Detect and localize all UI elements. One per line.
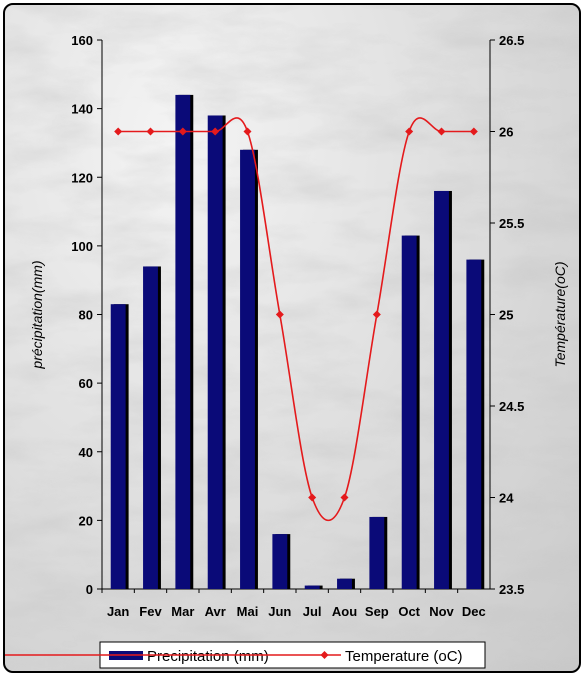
y-tick-label: 0 — [86, 582, 93, 597]
y2-tick-label: 26.5 — [499, 33, 524, 48]
temperature-point — [372, 310, 381, 319]
x-tick-label: Fev — [139, 604, 162, 619]
y-tick-label: 160 — [71, 33, 93, 48]
y2-tick-label: 24.5 — [499, 399, 524, 414]
x-tick-label: Nov — [429, 604, 454, 619]
y-tick-label: 40 — [79, 445, 93, 460]
temperature-point — [340, 493, 349, 502]
x-tick-label: Jan — [107, 604, 129, 619]
bar — [434, 190, 449, 589]
bar — [369, 516, 385, 589]
temperature-point — [308, 493, 317, 502]
y-tick-label: 20 — [79, 513, 93, 528]
legend-box — [99, 641, 486, 669]
y2-tick-label: 24 — [499, 491, 514, 506]
chart: 0 20 40 60 80 100 120 140 160 23.5 24 24.5 25 25.5 26 2… — [5, 5, 579, 671]
bar — [401, 235, 417, 590]
x-tick-label: Oct — [398, 604, 420, 619]
temperature-line — [118, 117, 474, 521]
bar — [337, 578, 352, 589]
y-tick-label: 140 — [71, 102, 93, 117]
x-tick-label: Dec — [462, 604, 486, 619]
bar — [272, 534, 288, 589]
y-tick-label: 60 — [79, 376, 93, 391]
y2-tick-label: 26 — [499, 125, 513, 140]
x-tick-label: Sep — [365, 604, 389, 619]
chart-frame: 0 20 40 60 80 100 120 140 160 23.5 24 24.5 25 25.5 26 2… — [3, 3, 581, 673]
y-tick-label: 120 — [71, 170, 93, 185]
temperature-point — [437, 127, 446, 136]
bar — [110, 304, 126, 589]
temperature-point — [469, 127, 478, 136]
temperature-point — [146, 127, 155, 136]
legend-temp-marker — [320, 651, 329, 659]
bar — [143, 266, 158, 589]
x-tick-label: Aou — [332, 604, 357, 619]
bar — [175, 94, 191, 590]
temperature-point — [211, 127, 220, 136]
x-tick-label: Jul — [303, 604, 322, 619]
bar — [207, 115, 223, 590]
y2-tick-label: 23.5 — [499, 582, 524, 597]
plot-area: 0 20 40 60 80 100 120 140 160 23.5 24 24.5 25 25.5 26 2… — [29, 33, 568, 619]
x-tick-label: Avr — [205, 604, 226, 619]
y-tick-label: 100 — [71, 239, 93, 254]
y2-tick-label: 25 — [499, 308, 513, 323]
legend-precip-label: Precipitation (mm) — [147, 648, 269, 665]
y-axis-title: précipitation(mm) — [29, 260, 45, 369]
x-tick-label: Mai — [237, 604, 259, 619]
temperature-point — [243, 127, 252, 136]
x-tick-label: Mar — [171, 604, 194, 619]
x-tick-label: Jun — [268, 604, 291, 619]
y2-tick-label: 25.5 — [499, 216, 524, 231]
temperature-point — [178, 127, 187, 136]
legend-temp-label: Temperature (oC) — [345, 648, 463, 665]
bar — [240, 149, 255, 590]
temperature-point — [405, 127, 414, 136]
temperature-point — [114, 127, 123, 136]
y-tick-label: 80 — [79, 308, 93, 323]
bar — [466, 259, 482, 589]
temperature-point — [275, 310, 284, 319]
y2-axis-title: Température(oC) — [552, 261, 568, 367]
legend: Precipitation (mm) Temperature (oC) — [5, 641, 486, 669]
bar — [304, 585, 320, 589]
